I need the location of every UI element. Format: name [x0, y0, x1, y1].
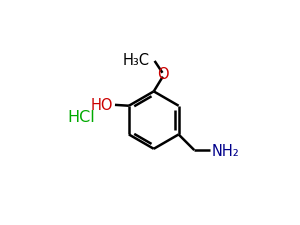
Text: H₃C: H₃C [122, 52, 149, 67]
Text: HCl: HCl [68, 110, 95, 125]
Text: O: O [158, 67, 169, 82]
Text: HO: HO [91, 98, 113, 113]
Text: NH₂: NH₂ [212, 144, 239, 159]
